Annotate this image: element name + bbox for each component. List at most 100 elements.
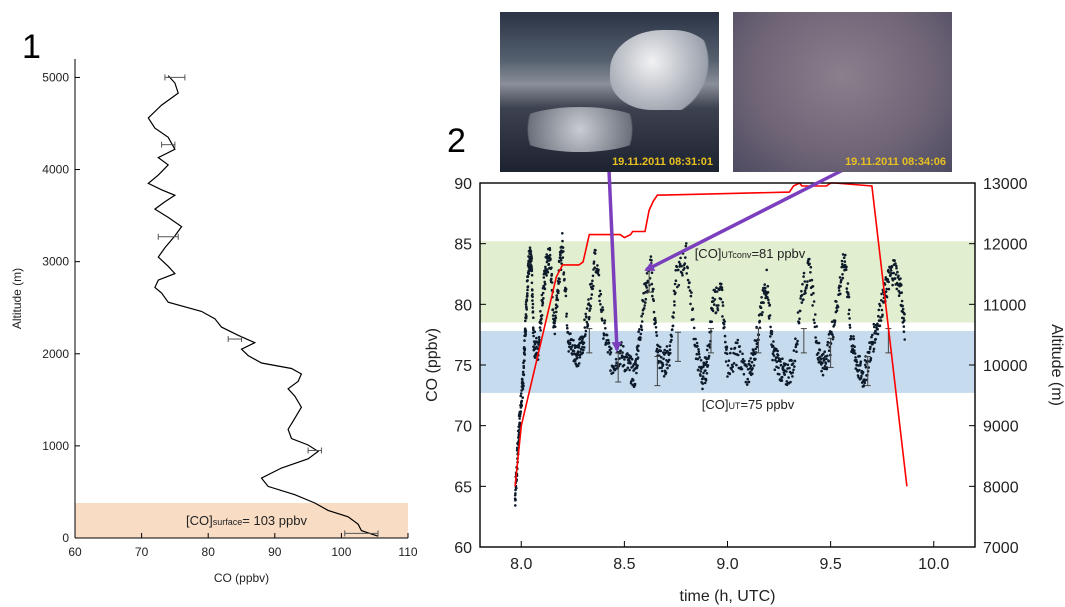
co-point: [622, 363, 626, 367]
co-point: [546, 270, 550, 274]
co-point: [673, 303, 676, 307]
co-point: [839, 285, 842, 288]
co-point: [839, 292, 842, 296]
co-point: [894, 262, 897, 265]
co-point: [795, 350, 798, 354]
co-point: [562, 271, 566, 274]
co-point: [609, 347, 613, 350]
co-point: [514, 498, 517, 502]
co-point: [769, 325, 772, 329]
co-point: [736, 341, 739, 345]
co-point: [835, 309, 839, 312]
co-point: [704, 379, 708, 382]
co-point: [754, 357, 757, 361]
co-point: [638, 338, 642, 342]
co-point: [841, 273, 844, 276]
co-point: [790, 359, 793, 362]
co-point: [767, 317, 771, 320]
co-point: [695, 341, 699, 345]
co-point: [815, 325, 818, 328]
co-point: [625, 368, 628, 372]
co-point: [543, 280, 546, 284]
co-point: [596, 264, 599, 267]
co-point: [550, 277, 553, 281]
co-point: [641, 312, 645, 316]
co-point: [840, 259, 844, 263]
co-point: [671, 324, 675, 328]
co-point: [675, 265, 679, 269]
co-point: [685, 272, 688, 275]
panel-label-2: 2: [447, 122, 466, 160]
co-point: [637, 344, 640, 348]
co-point: [837, 286, 841, 290]
co-point: [901, 307, 905, 311]
co-point: [877, 308, 881, 312]
co-point: [821, 361, 824, 365]
co-point: [806, 280, 809, 283]
co-point: [858, 355, 861, 358]
co-point: [603, 321, 606, 325]
co-point: [679, 256, 682, 260]
co-point: [751, 372, 754, 376]
co-point: [731, 370, 735, 373]
co-point: [890, 272, 893, 275]
co-point: [705, 372, 709, 375]
co-point: [711, 307, 714, 311]
co-point: [598, 299, 601, 303]
co-point: [580, 348, 583, 351]
co-point: [796, 339, 799, 343]
band-label-sub: UT: [728, 401, 740, 411]
co-point: [523, 353, 527, 356]
co-point: [548, 248, 552, 252]
co-point: [817, 358, 820, 361]
co-point: [559, 259, 563, 262]
co-point: [872, 350, 875, 353]
co-point: [730, 347, 733, 351]
co-point: [842, 256, 846, 260]
co-point: [665, 345, 669, 348]
co-point: [763, 283, 766, 286]
co-point: [592, 260, 596, 264]
co-point: [674, 291, 677, 295]
co-point: [696, 357, 699, 361]
co-point: [529, 253, 533, 256]
co-point: [745, 383, 749, 386]
co-point: [788, 366, 791, 370]
co-point: [553, 332, 557, 336]
co-point: [558, 280, 561, 284]
co-point: [584, 333, 587, 336]
co-point: [623, 358, 626, 361]
co-point: [553, 321, 556, 325]
co-point: [612, 365, 615, 368]
y2-tick-label: 8000: [983, 479, 1019, 496]
co-point: [710, 320, 713, 324]
co-point: [697, 350, 701, 354]
co-points: [513, 232, 906, 507]
co-point: [550, 266, 553, 270]
co-point: [827, 359, 830, 363]
co-point: [518, 417, 521, 420]
co-point: [771, 352, 775, 356]
co-point: [594, 249, 597, 252]
co-point: [532, 334, 535, 338]
co-point: [800, 289, 803, 293]
co-point: [727, 359, 731, 363]
co-point: [530, 281, 534, 285]
co-point: [843, 260, 847, 263]
co-point: [838, 276, 842, 279]
co-point: [800, 301, 804, 304]
co-point: [658, 366, 661, 370]
co-point: [716, 308, 720, 312]
arrow-photo-2: [644, 168, 844, 272]
co-point: [637, 330, 640, 334]
co-point: [699, 370, 703, 373]
co-point: [555, 310, 558, 314]
co-point: [655, 331, 658, 334]
co-point: [685, 242, 688, 245]
co-point: [755, 345, 759, 349]
co-point: [808, 257, 811, 261]
co-point: [589, 297, 593, 300]
co-point: [798, 317, 801, 321]
arrow-photo-1: [607, 169, 622, 352]
co-point: [706, 364, 710, 367]
